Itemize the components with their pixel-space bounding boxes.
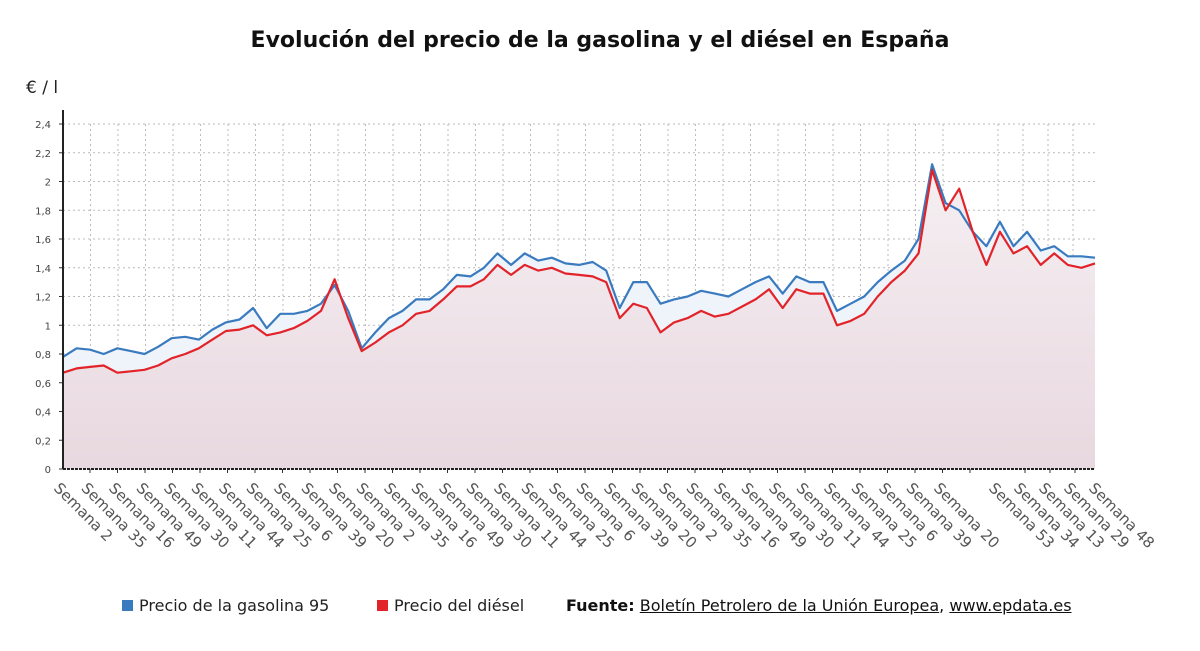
separator: , — [939, 596, 945, 615]
y-tick-label: 0,4 — [35, 408, 51, 419]
legend-label: Precio del diésel — [394, 596, 525, 615]
y-tick-label: 0 — [45, 465, 51, 476]
source-link[interactable]: Boletín Petrolero de la Unión Europea — [639, 596, 940, 615]
y-tick-label: 1 — [45, 321, 51, 332]
chart-title: Evolución del precio de la gasolina y el… — [250, 28, 950, 53]
legend-item-gasolina[interactable]: Precio de la gasolina 95 — [122, 596, 329, 615]
legend-swatch-red — [377, 600, 388, 611]
legend-swatch-blue — [122, 600, 133, 611]
y-axis-label: € / l — [26, 78, 59, 98]
diesel-area — [63, 170, 1095, 469]
y-tick-label: 1,4 — [35, 264, 51, 275]
y-tick-label: 1,6 — [35, 235, 51, 246]
y-tick-label: 2,4 — [35, 120, 51, 131]
y-tick-label: 2,2 — [35, 149, 51, 160]
y-tick-label: 1,8 — [35, 206, 51, 217]
y-tick-label: 1,2 — [35, 293, 51, 304]
y-tick-label: 2 — [45, 178, 51, 189]
y-tick-label: 0,8 — [35, 350, 51, 361]
legend-label: Precio de la gasolina 95 — [139, 596, 330, 615]
source-note: Fuente: Boletín Petrolero de la Unión Eu… — [566, 596, 1072, 615]
source-label: Fuente: — [566, 596, 635, 615]
legend-item-diesel[interactable]: Precio del diésel — [377, 596, 524, 615]
y-tick-label: 0,2 — [35, 436, 51, 447]
y-tick-label: 0,6 — [35, 379, 51, 390]
site-link[interactable]: www.epdata.es — [949, 596, 1072, 615]
